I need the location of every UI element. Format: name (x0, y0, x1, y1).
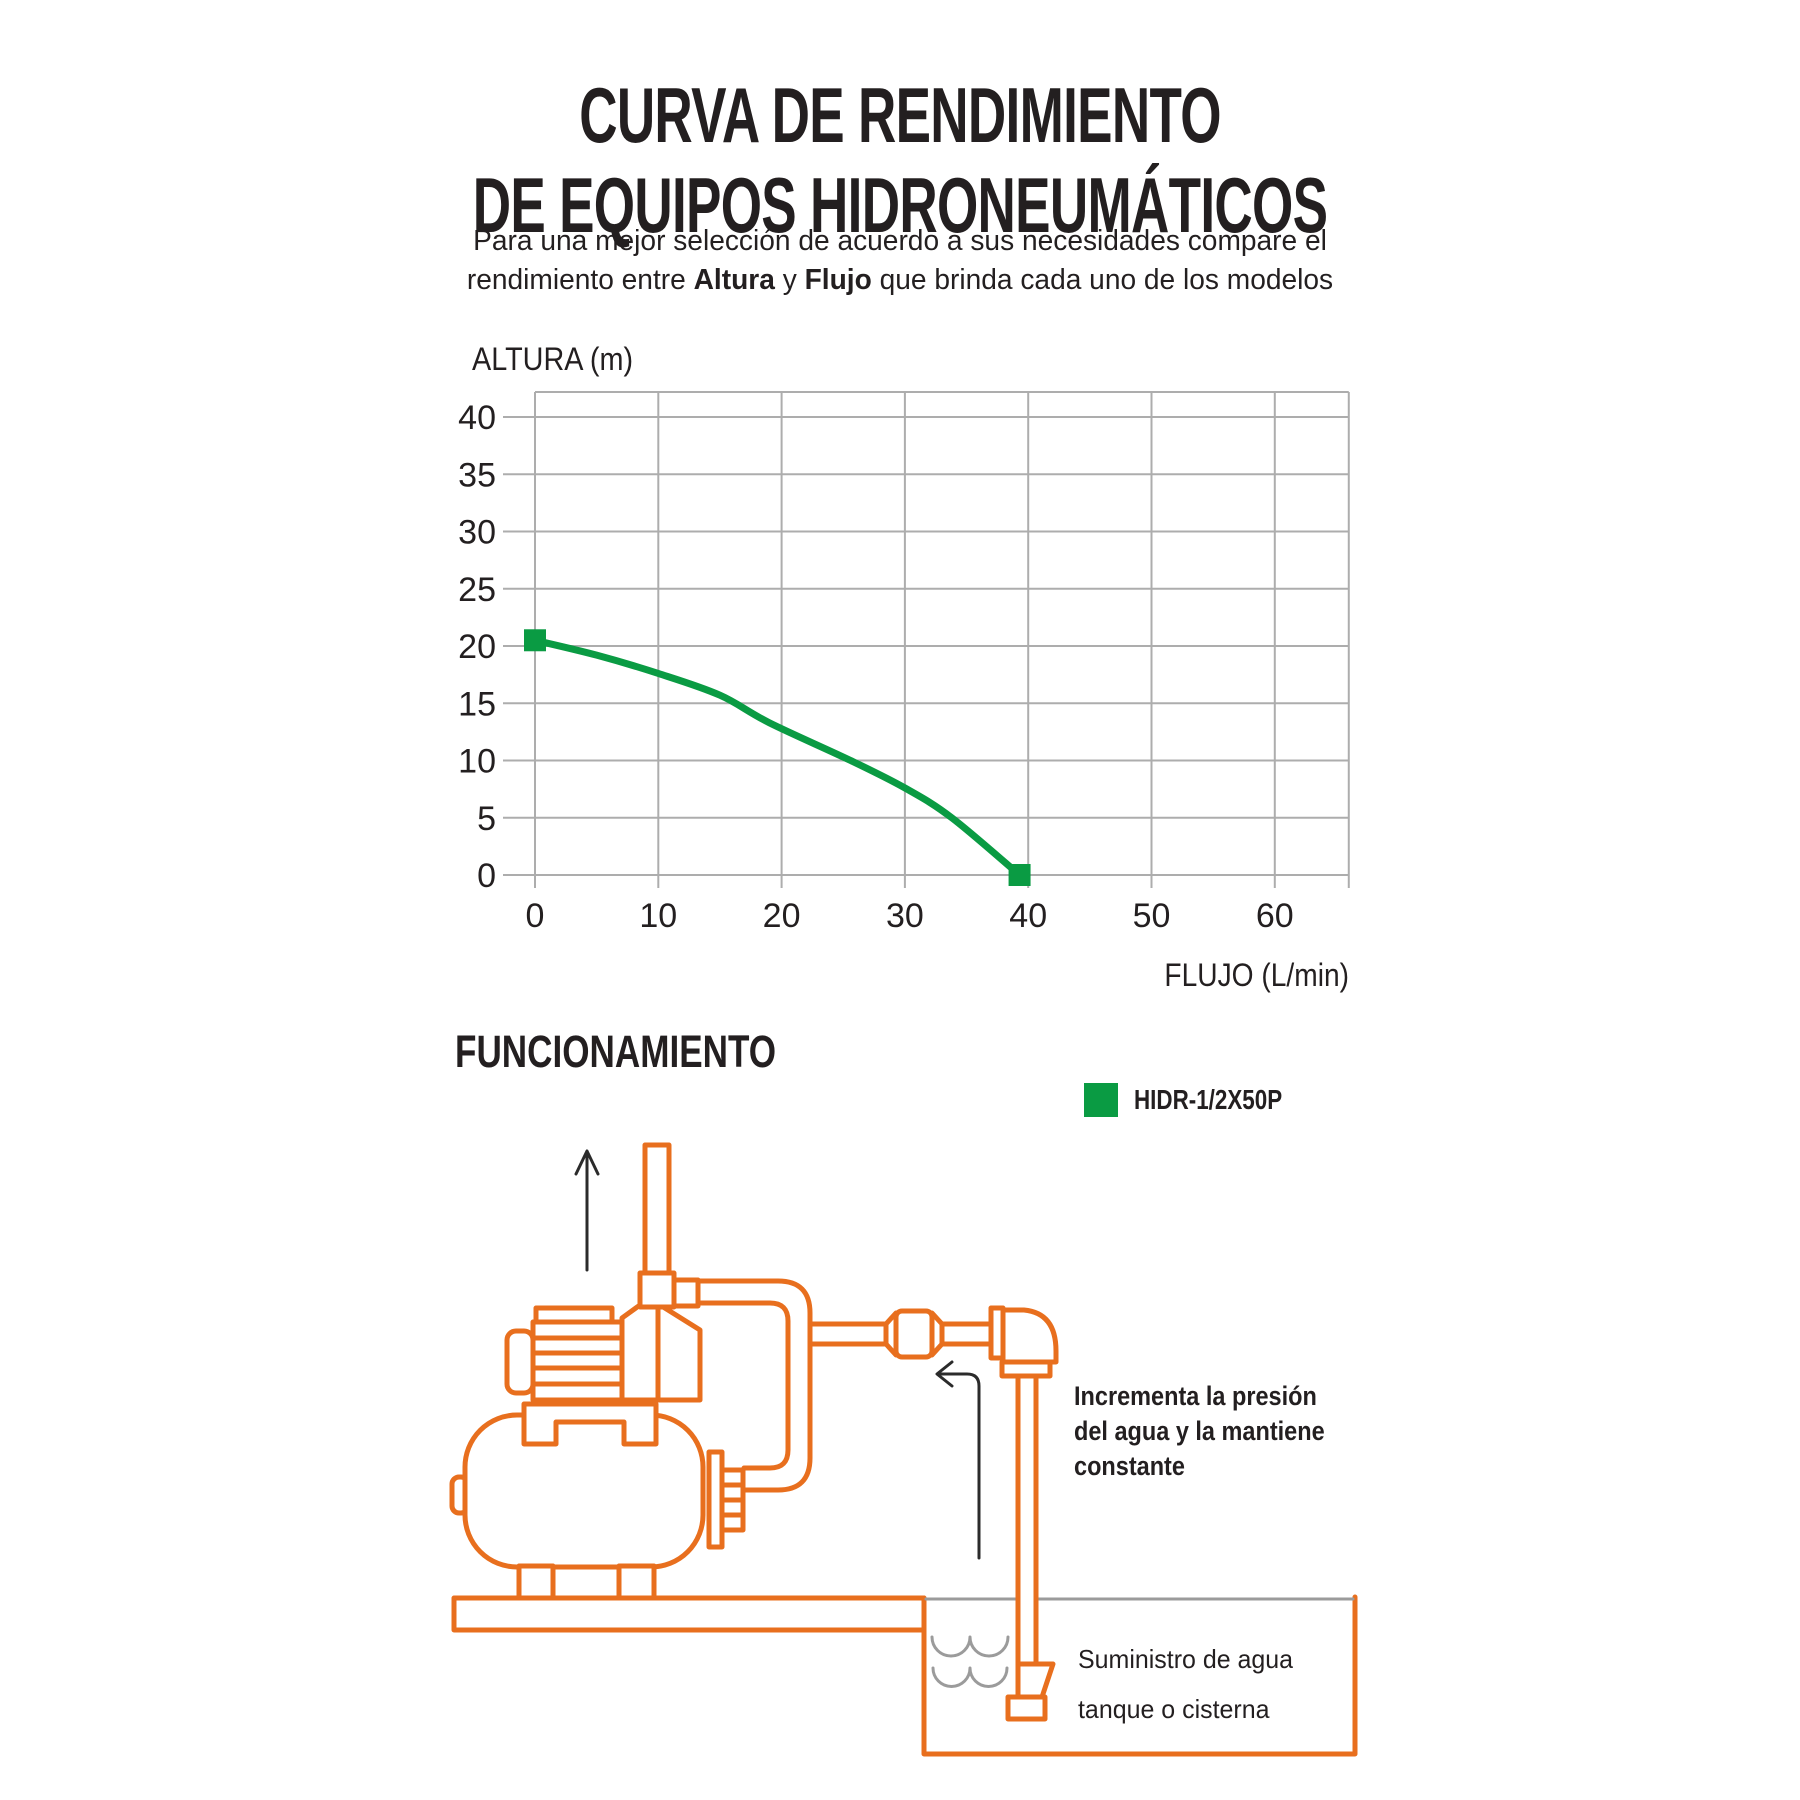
supply-annotation: Suministro de agua tanque o cisterna (1078, 1634, 1293, 1734)
tank-flange (706, 1449, 746, 1550)
pressure-annotation-line3: constante (1074, 1451, 1185, 1481)
y-tick-label: 20 (458, 628, 496, 666)
x-axis-title: FLUJO (L/min) (1164, 957, 1349, 993)
pressure-tank (462, 1412, 706, 1570)
outlet-pipe (642, 1142, 672, 1276)
y-tick-label: 35 (458, 456, 496, 494)
page-subtitle: Para una mejor selección de acuerdo a su… (27, 222, 1773, 300)
page-title-line1: CURVA DE RENDIMIENTO (579, 71, 1221, 159)
subtitle-line2: rendimiento entre Altura y Flujo que bri… (466, 264, 1334, 296)
waves-icon (930, 1635, 1010, 1658)
y-tick-label: 30 (458, 514, 496, 552)
y-axis-title: ALTURA (m) (472, 341, 634, 377)
y-tick-label: 10 (458, 743, 496, 781)
data-point-marker (524, 629, 546, 652)
page-title: CURVA DE RENDIMIENTO DE EQUIPOS HIDRONEU… (288, 70, 1512, 250)
y-tick-label: 5 (477, 800, 496, 838)
down-pipe (1015, 1373, 1039, 1667)
platform (451, 1595, 927, 1633)
x-tick-label: 0 (526, 897, 545, 935)
suction-pipe (807, 1321, 994, 1347)
pump-motor (504, 1305, 625, 1403)
union-fitting (883, 1308, 945, 1360)
pressure-annotation: Incrementa la presión del agua y la mant… (1074, 1379, 1325, 1484)
data-point-marker (1008, 864, 1031, 886)
up-arrow-icon (574, 1149, 600, 1272)
pressure-annotation-line1: Incrementa la presión (1074, 1381, 1317, 1411)
tank-end-cap (449, 1474, 471, 1516)
suction-arrow-icon (935, 1360, 981, 1560)
chart-legend: HIDR-1/2X50P (1084, 1083, 1319, 1117)
y-tick-label: 40 (458, 399, 496, 437)
motor-bracket (521, 1401, 659, 1447)
subtitle-line1: Para una mejor selección de acuerdo a su… (473, 225, 1327, 257)
x-tick-label: 20 (763, 897, 801, 935)
x-tick-label: 60 (1256, 897, 1294, 935)
tank-foot (616, 1563, 657, 1601)
chart-tick-labels: 0 5 10 15 20 25 30 35 40 0 10 20 30 40 50 60 (458, 399, 1294, 935)
pressure-annotation-line2: del agua y la mantiene (1074, 1416, 1325, 1446)
supply-annotation-line1: Suministro de agua (1078, 1644, 1294, 1674)
foot-valve (1005, 1661, 1056, 1722)
tank-foot (516, 1563, 556, 1601)
x-tick-label: 10 (639, 897, 677, 935)
pump-head (619, 1302, 703, 1403)
section-heading-funcionamiento: FUNCIONAMIENTO (455, 1026, 777, 1077)
x-tick-label: 30 (886, 897, 924, 935)
x-tick-label: 40 (1009, 897, 1047, 935)
supply-annotation-line2: tanque o cisterna (1078, 1694, 1270, 1724)
discharge-tee (637, 1270, 677, 1310)
series-curve-HIDR-1/2X50P (534, 636, 1022, 878)
page-title-line2: DE EQUIPOS HIDRONEUMÁTICOS (472, 161, 1328, 249)
chart-gridlines (503, 391, 1350, 888)
legend-label: HIDR-1/2X50P (1134, 1084, 1283, 1115)
discharge-nub (671, 1277, 701, 1309)
x-tick-label: 50 (1133, 897, 1171, 935)
y-tick-label: 25 (458, 571, 496, 609)
y-tick-label: 0 (477, 857, 496, 895)
y-tick-label: 15 (458, 685, 496, 723)
waves-icon (931, 1666, 1009, 1688)
legend-swatch (1084, 1083, 1118, 1117)
tank-loop-pipe (693, 1278, 813, 1493)
elbow-fitting (988, 1305, 1059, 1379)
